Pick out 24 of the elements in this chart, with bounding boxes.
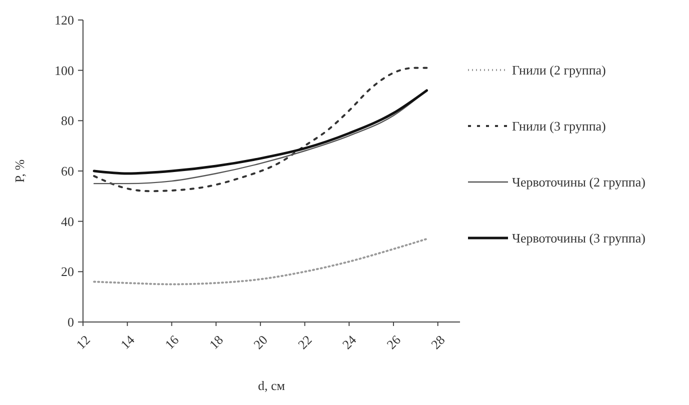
legend-label: Гнили (2 группа)	[512, 62, 606, 78]
legend-label: Червоточины (2 группа)	[512, 174, 646, 190]
x-axis-title: d, см	[258, 378, 285, 393]
x-tick-label: 16	[162, 332, 182, 352]
line-series	[93, 66, 428, 192]
x-tick-label: 18	[206, 332, 226, 352]
x-tick-label: 24	[339, 332, 360, 352]
y-tick-label: 120	[54, 12, 74, 28]
y-tick-label: 0	[68, 314, 74, 330]
x-tick-label: 22	[294, 332, 315, 352]
y-tick-label: 60	[61, 164, 74, 179]
x-tick-label: 28	[428, 332, 448, 352]
y-tick-label: 20	[61, 264, 74, 280]
x-tick-label: 12	[73, 332, 93, 352]
y-tick-label: 100	[54, 62, 74, 78]
legend-label: Червоточины (3 группа)	[512, 230, 646, 246]
x-tick-label: 26	[384, 332, 404, 352]
y-tick-label: 40	[61, 214, 74, 229]
x-tick-label: 20	[250, 332, 270, 352]
x-tick-label: 14	[117, 332, 138, 352]
y-tick-label: 80	[61, 113, 74, 128]
line-series	[93, 238, 428, 286]
legend-label: Гнили (3 группа)	[512, 118, 606, 134]
y-axis-title: P, %	[12, 159, 27, 183]
